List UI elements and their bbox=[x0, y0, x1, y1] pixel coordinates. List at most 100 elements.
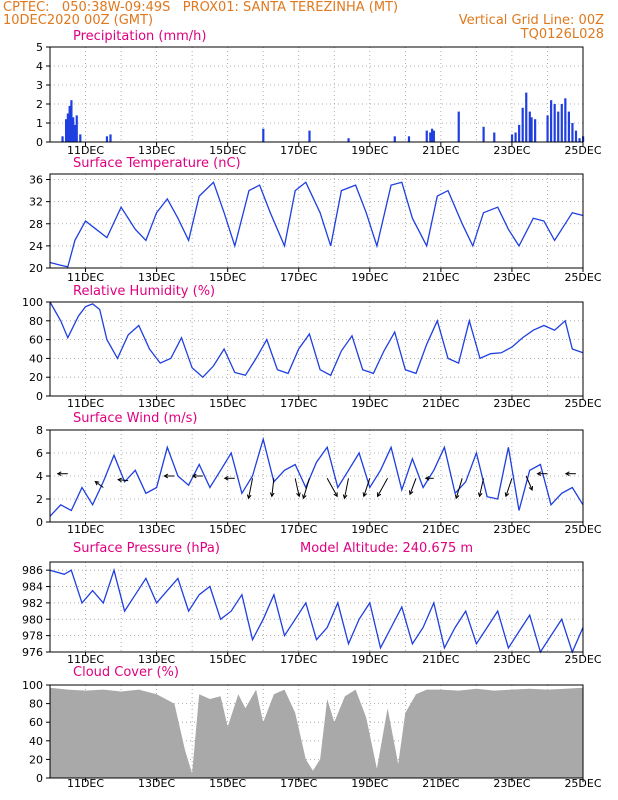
panel-4 bbox=[46, 429, 584, 526]
series-line bbox=[49, 301, 584, 379]
precip-bar bbox=[534, 119, 537, 142]
wind-arrow-head bbox=[246, 494, 252, 500]
x-tick-label: 25DEC bbox=[564, 777, 601, 790]
y-tick-label: 60 bbox=[29, 716, 43, 729]
wind-arrow-head bbox=[362, 492, 368, 498]
x-tick-label: 11DEC bbox=[67, 653, 104, 666]
x-tick-label: 19DEC bbox=[351, 777, 388, 790]
y-tick-label: 0 bbox=[36, 390, 43, 403]
x-tick-label: 13DEC bbox=[138, 397, 175, 410]
panel-title: Cloud Cover (%) bbox=[73, 665, 179, 680]
precip-bar bbox=[528, 111, 531, 142]
cloud-cover-area bbox=[50, 687, 583, 778]
wind-arrow bbox=[525, 475, 533, 491]
precip-bar bbox=[457, 111, 460, 142]
x-tick-label: 19DEC bbox=[351, 144, 388, 157]
precip-bar bbox=[518, 124, 521, 142]
x-tick-label: 11DEC bbox=[67, 523, 104, 536]
x-tick-label: 13DEC bbox=[138, 653, 175, 666]
y-tick-label: 986 bbox=[22, 564, 43, 577]
y-tick-label: 36 bbox=[29, 174, 43, 187]
x-tick-label: 11DEC bbox=[67, 271, 104, 284]
wind-arrow bbox=[505, 478, 513, 497]
panel-3 bbox=[46, 301, 584, 400]
precip-bar bbox=[574, 130, 578, 142]
y-tick-label: 5 bbox=[36, 41, 43, 54]
x-tick-label: 11DEC bbox=[67, 144, 104, 157]
precip-bar bbox=[571, 123, 574, 142]
x-tick-label: 13DEC bbox=[138, 777, 175, 790]
model-altitude-label: Model Altitude: 240.675 m bbox=[300, 541, 473, 556]
x-tick-label: 21DEC bbox=[422, 271, 459, 284]
precip-bar bbox=[407, 136, 411, 142]
y-tick-label: 2 bbox=[36, 98, 43, 111]
wind-arrow bbox=[294, 478, 300, 497]
y-tick-label: 100 bbox=[22, 296, 43, 309]
wind-arrow bbox=[271, 478, 275, 497]
precip-bar bbox=[393, 136, 396, 142]
wind-arrow bbox=[363, 478, 371, 497]
header-grid-note: Vertical Grid Line: 00Z bbox=[458, 13, 604, 28]
y-tick-label: 32 bbox=[29, 196, 43, 209]
precip-bar bbox=[521, 107, 524, 142]
series-line bbox=[49, 181, 584, 268]
panel-frame bbox=[49, 684, 584, 779]
precip-bar bbox=[262, 128, 265, 142]
y-tick-label: 100 bbox=[22, 679, 43, 692]
panel-frame bbox=[49, 301, 584, 397]
wind-arrow-head bbox=[424, 475, 430, 481]
y-tick-label: 4 bbox=[36, 60, 43, 73]
x-tick-label: 15DEC bbox=[209, 271, 246, 284]
x-tick-label: 17DEC bbox=[280, 397, 317, 410]
panel-frame bbox=[49, 173, 584, 269]
x-tick-label: 25DEC bbox=[564, 271, 601, 284]
precip-bar bbox=[79, 134, 82, 142]
precip-bar bbox=[61, 136, 64, 142]
panel-title: Surface Pressure (hPa) bbox=[73, 541, 220, 556]
y-tick-label: 6 bbox=[36, 447, 43, 460]
precip-bar bbox=[560, 104, 563, 142]
wind-arrow-head bbox=[377, 492, 382, 498]
x-tick-label: 23DEC bbox=[493, 653, 530, 666]
wind-arrow-head bbox=[333, 492, 338, 498]
x-tick-label: 13DEC bbox=[138, 523, 175, 536]
x-tick-label: 19DEC bbox=[351, 653, 388, 666]
x-tick-label: 15DEC bbox=[209, 144, 246, 157]
wind-arrow-head bbox=[408, 490, 414, 496]
precip-bar bbox=[430, 128, 434, 142]
y-tick-label: 40 bbox=[29, 352, 43, 365]
wind-arrow-head bbox=[454, 494, 460, 500]
x-tick-label: 17DEC bbox=[280, 271, 317, 284]
y-tick-label: 0 bbox=[36, 516, 43, 529]
precip-bar bbox=[564, 98, 567, 142]
wind-arrow bbox=[326, 478, 338, 497]
precip-bar bbox=[482, 126, 485, 142]
x-tick-label: 17DEC bbox=[280, 144, 317, 157]
precip-bar bbox=[550, 100, 553, 142]
panel-title: Relative Humidity (%) bbox=[73, 284, 215, 299]
precip-bar bbox=[73, 124, 77, 142]
precip-bar bbox=[308, 130, 311, 142]
panel-1 bbox=[46, 46, 585, 146]
wind-arrow bbox=[343, 478, 349, 499]
wind-arrow-head bbox=[536, 471, 542, 477]
x-tick-label: 23DEC bbox=[493, 144, 530, 157]
wind-arrow-head bbox=[94, 480, 100, 486]
wind-arrow bbox=[118, 479, 129, 482]
x-tick-label: 23DEC bbox=[493, 777, 530, 790]
x-tick-label: 25DEC bbox=[564, 523, 601, 536]
precip-bar bbox=[553, 104, 556, 142]
wind-arrow bbox=[248, 478, 254, 499]
x-tick-label: 13DEC bbox=[138, 144, 175, 157]
precip-bar bbox=[347, 138, 350, 142]
y-tick-label: 80 bbox=[29, 315, 43, 328]
y-tick-label: 984 bbox=[22, 581, 43, 594]
precip-bar bbox=[546, 115, 549, 142]
x-tick-label: 15DEC bbox=[209, 777, 246, 790]
precip-bar bbox=[525, 92, 528, 142]
y-tick-label: 0 bbox=[36, 772, 43, 785]
x-tick-label: 25DEC bbox=[564, 653, 601, 666]
x-tick-label: 15DEC bbox=[209, 397, 246, 410]
precip-bar bbox=[70, 100, 73, 142]
